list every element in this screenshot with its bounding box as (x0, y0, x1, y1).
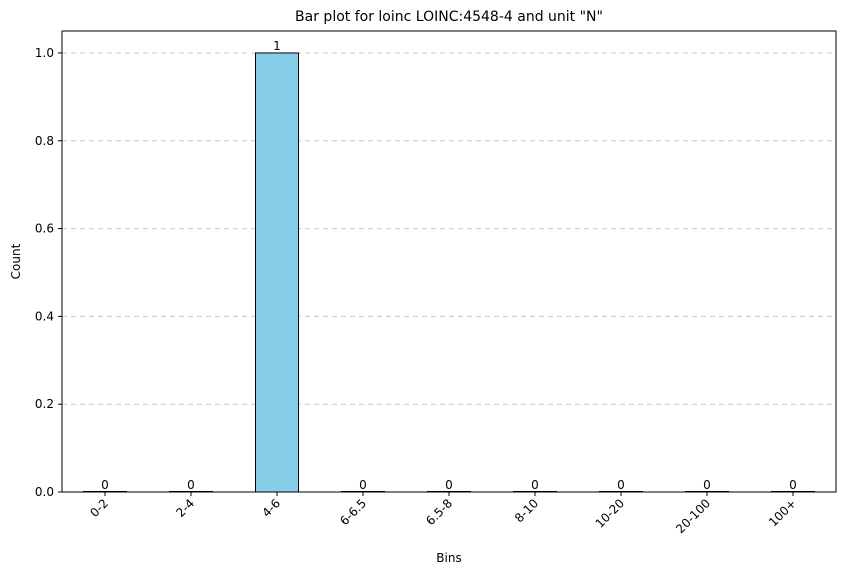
bar-value-label: 1 (273, 39, 281, 53)
bar-value-label: 0 (187, 478, 195, 492)
x-tick-label: 2-4 (173, 496, 197, 520)
plot-frame (61, 30, 837, 493)
chart-title: Bar plot for loinc LOINC:4548-4 and unit… (295, 9, 603, 25)
y-tick-label: 0.8 (35, 134, 54, 148)
bar-value-label: 0 (789, 478, 797, 492)
y-axis-label: Count (9, 243, 23, 279)
x-tick-label: 4-6 (259, 496, 283, 520)
y-tick-label: 0.4 (35, 309, 54, 323)
y-tick-label: 0.6 (35, 222, 54, 236)
bar-value-label: 0 (101, 478, 109, 492)
bars (83, 52, 815, 493)
bar-value-label: 0 (359, 478, 367, 492)
x-tick-label: 6-6.5 (337, 496, 369, 528)
x-axis-label: Bins (436, 551, 461, 565)
bar (255, 52, 299, 493)
y-tick-label: 0.0 (35, 485, 54, 499)
x-tick-label: 20-100 (673, 496, 713, 536)
x-tick-label: 6.5-8 (423, 496, 455, 528)
x-tick-label: 10-20 (593, 496, 628, 531)
bar-value-label: 0 (703, 478, 711, 492)
x-tick-label: 100+ (766, 496, 799, 529)
bar-value-label: 0 (617, 478, 625, 492)
y-tick-label: 0.2 (35, 397, 54, 411)
x-axis-ticks: 0-2 2-4 4-6 6-6.5 6.5-8 8-10 10-20 20-100 100+ (87, 492, 799, 536)
bar-value-labels: 0 0 1 0 0 0 0 0 0 (101, 39, 797, 492)
bar-value-label: 0 (531, 478, 539, 492)
x-tick-label: 0-2 (87, 496, 111, 520)
y-tick-label: 1.0 (35, 46, 54, 60)
bar-value-label: 0 (445, 478, 453, 492)
grid-lines (62, 52, 836, 493)
y-axis-ticks: 0.0 0.2 0.4 0.6 0.8 1.0 (35, 46, 62, 499)
x-tick-label: 8-10 (512, 496, 541, 525)
